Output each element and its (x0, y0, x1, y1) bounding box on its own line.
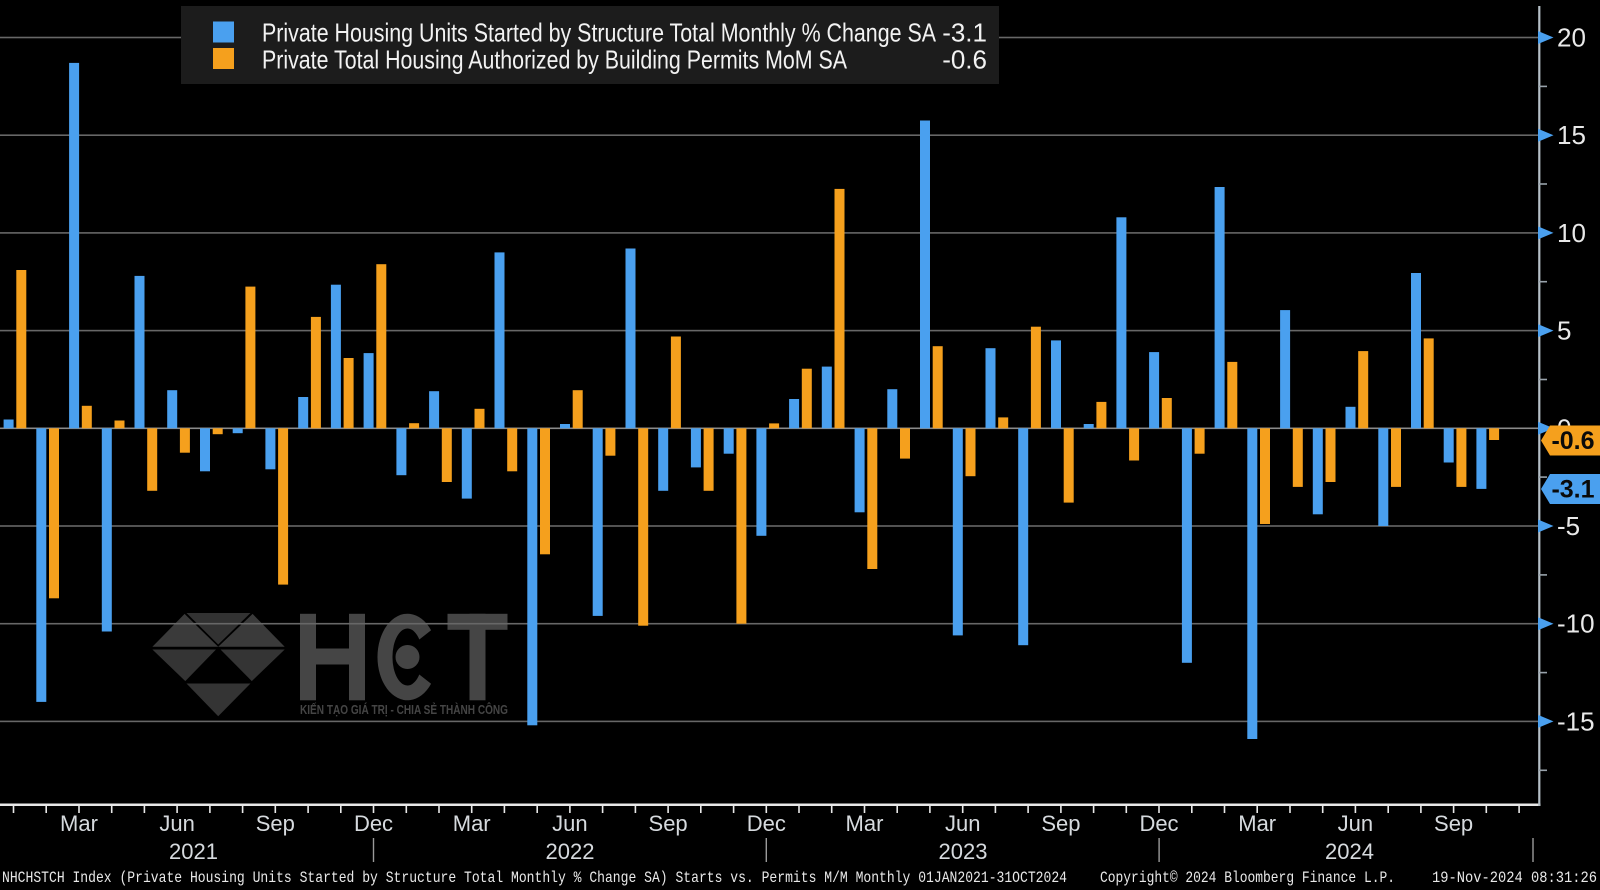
svg-text:Dec: Dec (747, 811, 786, 836)
svg-text:15: 15 (1557, 120, 1586, 150)
svg-text:Dec: Dec (1139, 811, 1178, 836)
svg-text:2022: 2022 (546, 839, 595, 864)
svg-text:Mar: Mar (1238, 811, 1276, 836)
svg-text:2023: 2023 (939, 839, 988, 864)
svg-text:Private Total Housing Authoriz: Private Total Housing Authorized by Buil… (262, 45, 848, 75)
svg-text:Private Housing Units Started: Private Housing Units Started by Structu… (262, 18, 937, 48)
svg-text:Jun: Jun (159, 811, 194, 836)
svg-text:Jun: Jun (945, 811, 980, 836)
svg-text:-10: -10 (1557, 609, 1595, 639)
svg-text:2024: 2024 (1325, 839, 1374, 864)
svg-text:-0.6: -0.6 (942, 45, 987, 75)
svg-text:Mar: Mar (453, 811, 491, 836)
svg-text:KIẾN TẠO GIÁ TRỊ - CHIA SẺ THÀ: KIẾN TẠO GIÁ TRỊ - CHIA SẺ THÀNH CÔNG (300, 702, 508, 717)
svg-text:Sep: Sep (1434, 811, 1473, 836)
svg-text:Dec: Dec (354, 811, 393, 836)
svg-text:Jun: Jun (552, 811, 587, 836)
svg-text:Mar: Mar (846, 811, 884, 836)
svg-text:NHCHSTCH Index (Private Housin: NHCHSTCH Index (Private Housing Units St… (2, 869, 1067, 887)
svg-text:2021: 2021 (169, 839, 218, 864)
svg-text:-3.1: -3.1 (1551, 476, 1594, 504)
svg-text:-5: -5 (1557, 511, 1580, 541)
svg-text:Mar: Mar (60, 811, 98, 836)
svg-text:-3.1: -3.1 (942, 18, 987, 48)
svg-text:10: 10 (1557, 218, 1586, 248)
svg-text:Jun: Jun (1338, 811, 1373, 836)
svg-text:Sep: Sep (649, 811, 688, 836)
svg-text:Copyright© 2024 Bloomberg Fina: Copyright© 2024 Bloomberg Finance L.P. (1100, 869, 1395, 887)
svg-text:-15: -15 (1557, 706, 1595, 736)
svg-text:-0.6: -0.6 (1551, 427, 1594, 455)
svg-text:Sep: Sep (1041, 811, 1080, 836)
svg-text:20: 20 (1557, 23, 1586, 53)
svg-text:19-Nov-2024 08:31:26: 19-Nov-2024 08:31:26 (1432, 869, 1597, 887)
svg-text:Sep: Sep (256, 811, 295, 836)
svg-text:5: 5 (1557, 316, 1571, 346)
